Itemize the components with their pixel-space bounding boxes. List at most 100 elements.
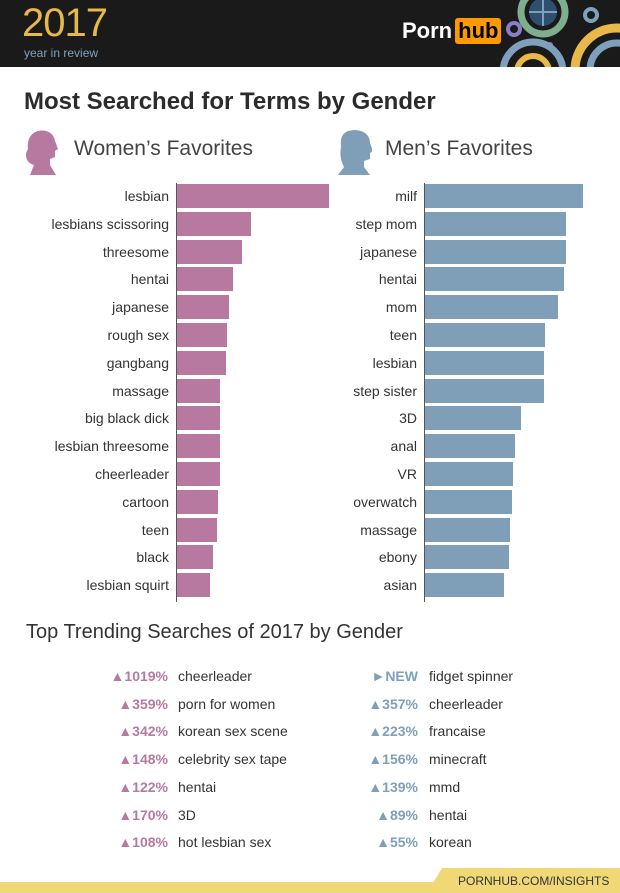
men-trend-change: ▲139% — [368, 778, 418, 795]
women-trend-change: ▲108% — [118, 834, 168, 851]
woman-silhouette-icon — [26, 130, 58, 175]
women-bar — [177, 211, 252, 236]
men-bar-label: japanese — [360, 243, 417, 260]
women-bar — [177, 573, 211, 598]
trending-title: Top Trending Searches of 2017 by Gender — [26, 621, 403, 643]
women-trend-change: ▲148% — [118, 751, 168, 768]
women-bar-label: black — [136, 549, 169, 566]
men-bar — [425, 573, 504, 598]
men-bar — [425, 378, 544, 403]
men-trend-change: ►NEW — [371, 668, 418, 684]
women-trend-term: hentai — [178, 778, 217, 795]
women-bar — [177, 239, 243, 264]
men-bar-label: teen — [389, 327, 417, 343]
men-bar-label: overwatch — [353, 493, 417, 510]
women-bar-label: lesbian — [124, 188, 169, 204]
men-bar-label: step sister — [353, 382, 417, 399]
women-bar-label: rough sex — [107, 327, 169, 343]
men-trend-term: francaise — [429, 723, 486, 740]
footer-band — [0, 882, 620, 893]
men-trend-change: ▲55% — [376, 834, 418, 851]
women-bar — [177, 350, 226, 375]
women-trend-term: porn for women — [178, 695, 276, 712]
women-trend-change: ▲170% — [118, 806, 168, 823]
women-bar — [177, 267, 234, 292]
women-bar-label: lesbian squirt — [86, 577, 170, 594]
men-trend-term: hentai — [429, 806, 468, 823]
women-bar-label: massage — [112, 382, 169, 399]
men-bar-label: hentai — [378, 271, 417, 288]
women-trend-change: ▲122% — [118, 778, 168, 795]
men-bar — [425, 406, 522, 431]
men-bar — [425, 239, 566, 264]
women-bar-label: threesome — [102, 243, 169, 260]
women-bar — [177, 323, 228, 347]
logo-text-left: Porn — [402, 18, 453, 43]
men-bar — [425, 211, 566, 236]
women-trend-term: celebrity sex tape — [178, 751, 287, 768]
women-trend-term: korean sex scene — [178, 723, 288, 740]
footer-url[interactable]: PORNHUB.COM/INSIGHTS — [458, 874, 610, 888]
women-trend-change: ▲342% — [118, 723, 168, 740]
men-trend-change: ▲223% — [368, 723, 418, 740]
year-label: 2017 — [22, 1, 108, 45]
header-banner: 2017 year in review Porn hub — [0, 0, 620, 67]
women-bar-label: cartoon — [122, 493, 169, 510]
women-bar-label: lesbian threesome — [54, 438, 169, 455]
men-bar-label: ebony — [378, 549, 417, 566]
women-trend-change: ▲359% — [118, 695, 168, 712]
women-trend-term: cheerleader — [178, 668, 252, 684]
women-axis-line — [176, 183, 177, 602]
men-bar-label: lesbian — [372, 354, 417, 371]
men-bar — [425, 462, 514, 486]
women-bar-label: gangbang — [106, 354, 169, 371]
women-bar — [177, 184, 329, 208]
women-trend-term: hot lesbian sex — [178, 834, 272, 851]
men-bar — [425, 489, 512, 514]
women-section-title: Women’s Favorites — [74, 137, 253, 160]
men-bar-label: step mom — [355, 215, 417, 232]
logo-text-right: hub — [455, 18, 502, 44]
women-bar-label: lesbians scissoring — [51, 215, 170, 232]
men-bar-label: milf — [395, 188, 417, 204]
men-bar — [425, 295, 558, 320]
women-bar-label: cheerleader — [95, 466, 169, 482]
men-bar — [425, 184, 583, 208]
women-bar — [177, 295, 229, 320]
men-bar — [425, 517, 511, 542]
year-in-review-label: year in review — [24, 46, 99, 60]
men-trend-change: ▲357% — [368, 695, 418, 712]
men-trend-change: ▲89% — [376, 806, 418, 823]
men-bar — [425, 434, 516, 459]
women-bar-label: teen — [141, 521, 169, 538]
men-trend-term: cheerleader — [429, 695, 503, 712]
men-axis-line — [424, 183, 425, 602]
women-bar — [177, 545, 214, 570]
men-bar-label: 3D — [399, 410, 417, 427]
women-bar-label: hentai — [130, 271, 169, 288]
women-bar — [177, 517, 217, 542]
women-bar-label: big black dick — [84, 410, 169, 427]
man-silhouette-icon — [338, 130, 372, 175]
women-bar-label: japanese — [112, 299, 169, 316]
decorative-circles-icon — [499, 0, 620, 67]
men-bar — [425, 323, 546, 347]
men-trend-term: mmd — [429, 778, 461, 795]
men-bar-label: anal — [390, 438, 417, 455]
men-bar — [425, 350, 544, 375]
men-bar-label: asian — [383, 577, 417, 594]
brand-logo: Porn hub — [402, 18, 502, 44]
women-bar — [177, 462, 220, 486]
men-bar-label: VR — [397, 466, 417, 482]
women-trend-change: ▲1019% — [110, 668, 168, 684]
men-bar — [425, 267, 565, 292]
men-trend-change: ▲156% — [368, 751, 418, 768]
men-trend-term: fidget spinner — [429, 668, 514, 684]
men-bar-label: massage — [360, 521, 417, 538]
page-title: Most Searched for Terms by Gender — [24, 88, 436, 115]
women-bar — [177, 489, 219, 514]
women-trend-term: 3D — [178, 806, 196, 823]
women-bar — [177, 378, 220, 403]
men-bar-label: mom — [385, 299, 417, 316]
men-bar — [425, 545, 509, 570]
